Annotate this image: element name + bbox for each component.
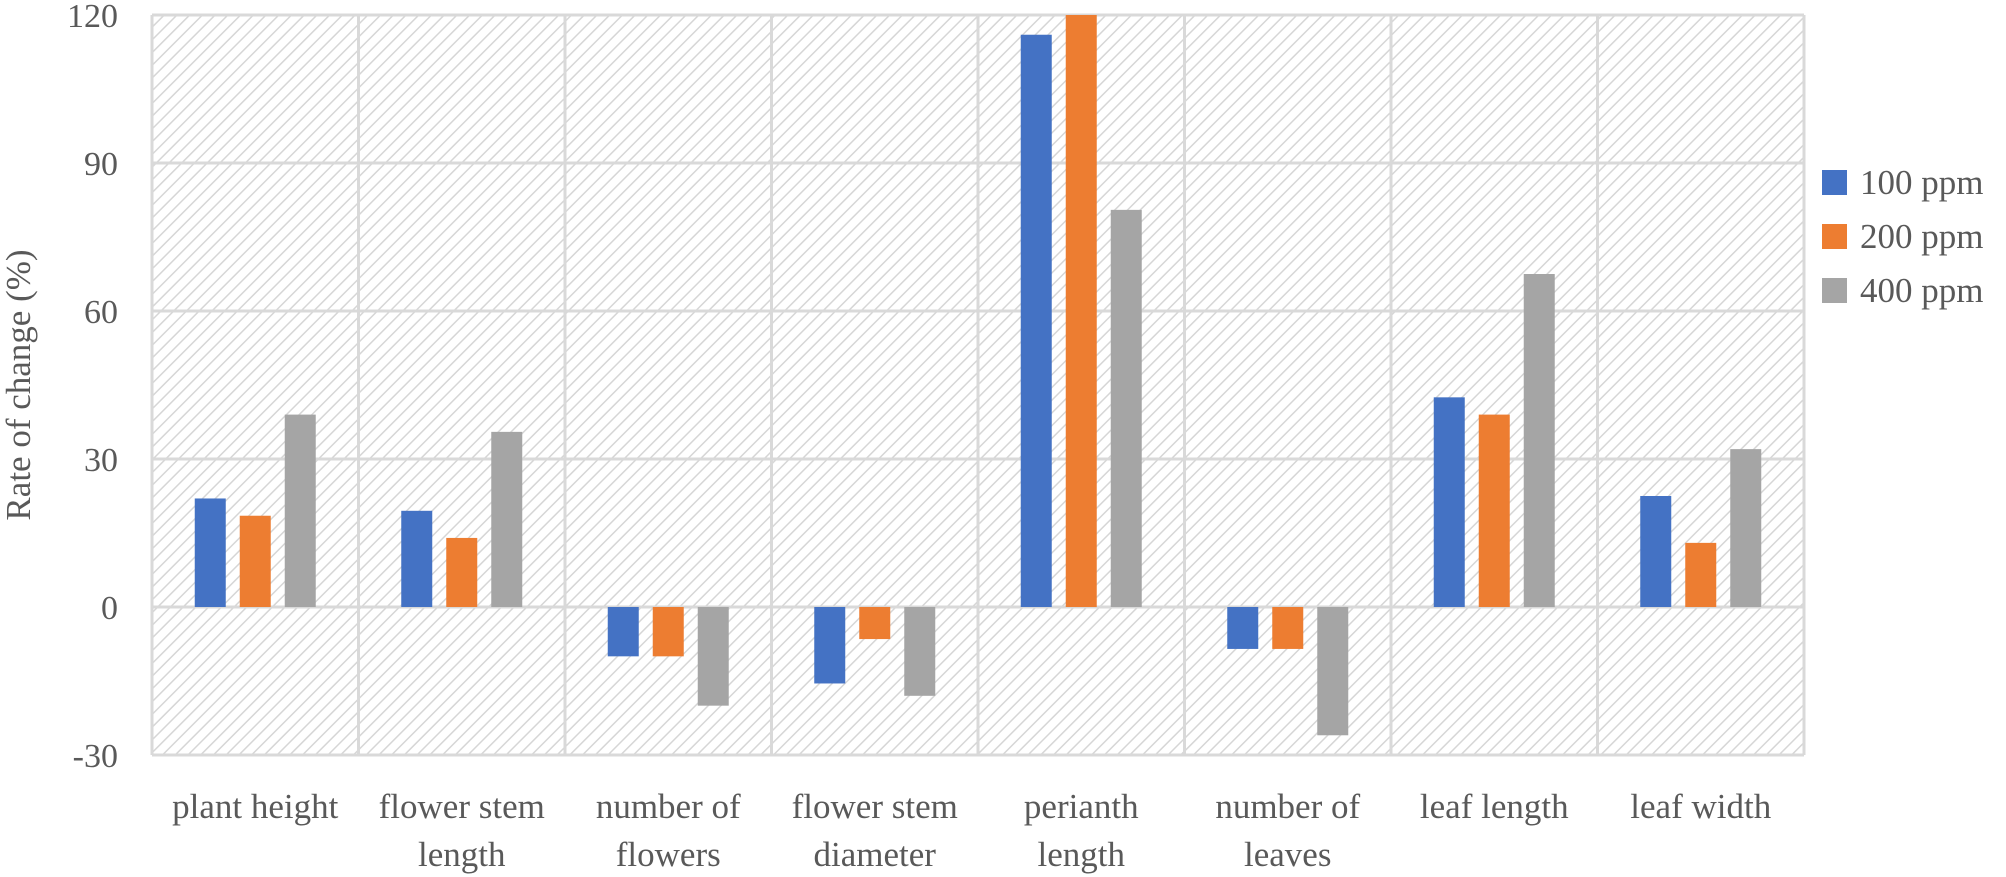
bar	[814, 607, 846, 684]
x-tick-label: leaves	[1244, 835, 1331, 874]
legend: 100 ppm 200 ppm 400 ppm	[1822, 163, 1983, 310]
bar	[1110, 209, 1142, 607]
y-tick-label: 90	[84, 146, 118, 183]
bar	[239, 515, 271, 607]
bars	[194, 15, 1762, 736]
bar	[1020, 34, 1052, 607]
bar	[1478, 414, 1510, 607]
gridlines	[150, 13, 1806, 757]
y-tick-label: -30	[73, 738, 118, 775]
bar	[1685, 542, 1717, 607]
x-tick-label: number of	[596, 787, 741, 826]
bar	[1640, 496, 1672, 607]
x-tick-label: flowers	[616, 835, 721, 874]
y-axis-label: Rate of change (%)	[0, 249, 38, 520]
bar	[1065, 15, 1097, 607]
legend-label: 100 ppm	[1860, 163, 1983, 202]
x-tick-label: flower stem	[379, 787, 545, 826]
bar	[491, 431, 523, 607]
bar	[607, 607, 639, 657]
bar	[904, 607, 936, 696]
x-tick-label: length	[1038, 835, 1126, 874]
x-tick-label: diameter	[814, 835, 937, 874]
x-tick-label: length	[418, 835, 506, 874]
y-tick-label: 0	[101, 590, 118, 627]
x-tick-label: perianth	[1024, 787, 1139, 826]
y-tick-label: 60	[84, 294, 118, 331]
bar	[1317, 607, 1349, 736]
x-tick-label: leaf length	[1420, 787, 1569, 826]
x-tick-label: flower stem	[792, 787, 958, 826]
x-tick-label: number of	[1215, 787, 1360, 826]
legend-swatch	[1822, 278, 1847, 303]
x-tick-label: leaf width	[1630, 787, 1771, 826]
bar	[1433, 397, 1465, 607]
bar	[1272, 607, 1304, 649]
bar	[401, 510, 433, 607]
bar	[194, 498, 226, 607]
bar	[1730, 449, 1762, 607]
y-tick-label: 30	[84, 442, 118, 479]
bar	[1227, 607, 1259, 649]
legend-swatch	[1822, 224, 1847, 249]
legend-swatch	[1822, 170, 1847, 195]
y-axis-ticks: -30 0 30 60 90 120	[67, 0, 118, 775]
x-axis-category-labels: plant height flower stem length number of fl…	[172, 787, 1772, 874]
bar	[284, 414, 316, 607]
y-tick-label: 120	[67, 0, 118, 35]
bar	[859, 607, 891, 640]
legend-label: 200 ppm	[1860, 217, 1983, 256]
legend-label: 400 ppm	[1860, 271, 1983, 310]
x-tick-label: plant height	[172, 787, 338, 826]
bar	[446, 537, 478, 607]
bar	[652, 607, 684, 657]
bar	[697, 607, 729, 706]
bar	[1523, 274, 1555, 607]
